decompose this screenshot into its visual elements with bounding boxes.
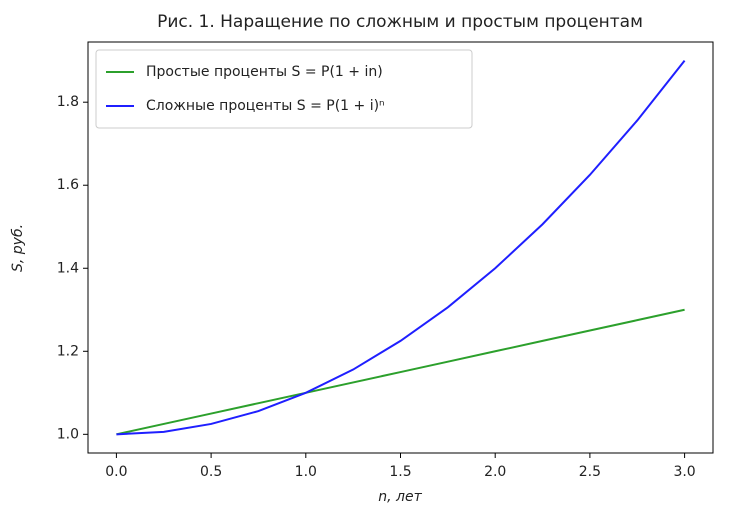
x-tick-label: 1.0 [295,464,317,480]
series-line [116,308,685,436]
legend-label: Простые проценты S = P(1 + in) [146,64,383,80]
x-tick-label: 2.5 [579,464,601,480]
x-tick-label: 2.0 [484,464,506,480]
series-line [116,60,686,436]
x-tick-label: 0.0 [105,464,127,480]
y-tick-label: 1.4 [57,260,79,276]
x-tick-label: 0.5 [200,464,222,480]
plot-frame [87,41,714,454]
legend-label: Сложные проценты S = P(1 + i)ⁿ [146,98,385,114]
x-tick-label: 1.5 [389,464,411,480]
y-tick-label: 1.2 [57,343,79,359]
y-tick-label: 1.6 [57,177,79,193]
chart-title: Рис. 1. Наращение по сложным и простым п… [157,12,643,32]
x-axis-label: n, лет [378,489,422,505]
y-axis-label: S, руб. [10,224,26,272]
legend-box [95,49,473,129]
y-tick-label: 1.8 [57,94,79,110]
x-tick-label: 3.0 [673,464,695,480]
y-tick-label: 1.0 [57,426,79,442]
